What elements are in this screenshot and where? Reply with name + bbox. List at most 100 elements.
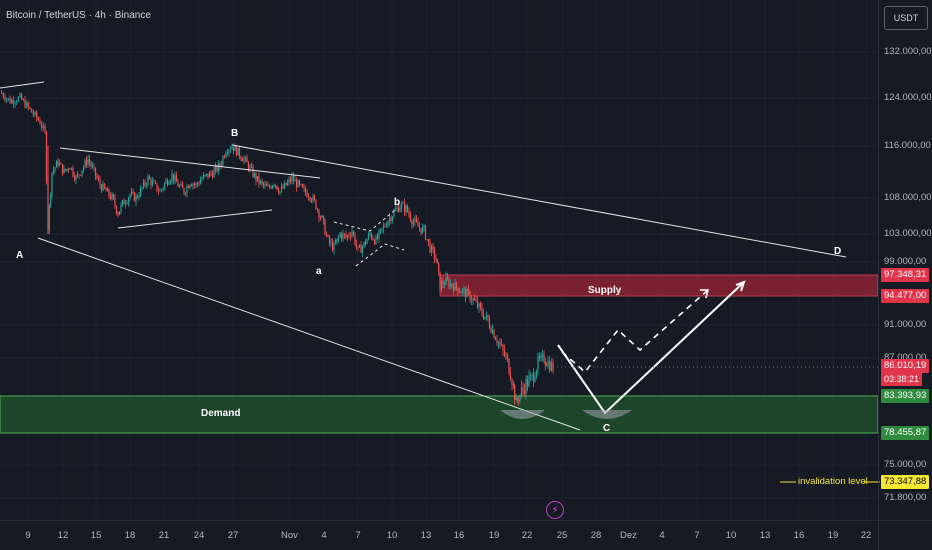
candle-body [442, 281, 444, 285]
candle-body [159, 190, 161, 192]
candle-body [337, 236, 340, 239]
candle-body [1, 92, 3, 94]
time-tick-label: 18 [124, 530, 136, 541]
candle-body [34, 112, 36, 115]
candle-body [76, 174, 79, 177]
candle-body [538, 356, 541, 359]
candle-body [249, 166, 251, 170]
candle-body [391, 216, 394, 221]
time-tick-label: 25 [556, 530, 568, 541]
candle-body [150, 179, 152, 186]
candle-body [393, 210, 395, 217]
time-tick-label: 19 [488, 530, 500, 541]
candle-body [105, 188, 107, 192]
candle-body [446, 276, 449, 280]
candle-body [202, 175, 205, 179]
candle-body [168, 183, 170, 185]
candle-body [2, 93, 4, 98]
candle-body [312, 195, 314, 201]
candle-body [283, 182, 286, 189]
candle-body [50, 193, 52, 206]
candle-body [258, 176, 260, 184]
candle-body [9, 98, 11, 104]
candle-body [488, 319, 491, 328]
candle-body [205, 173, 208, 175]
candle-body [343, 233, 346, 235]
candle-body [133, 192, 136, 202]
candle-body [348, 235, 350, 237]
candle-body [234, 145, 236, 151]
candle-body [528, 376, 530, 387]
candle-body [127, 197, 130, 203]
candle-body [466, 289, 468, 298]
price-tick-label: 116.000,00 [884, 140, 931, 151]
candle-body [115, 206, 118, 213]
candle-body [57, 161, 59, 166]
candle-body [259, 181, 262, 184]
candle-body [268, 185, 271, 187]
candle-body [90, 162, 92, 167]
price-tick-label: 99.000,00 [884, 256, 927, 267]
candle-body [429, 241, 431, 253]
candle-body [31, 108, 33, 113]
price-tick-label: 91.000,00 [884, 319, 927, 330]
candle-body [331, 241, 334, 251]
candle-body [87, 159, 89, 165]
wave-label-b: b [394, 197, 401, 208]
candle-body [481, 307, 483, 315]
candle-body [502, 344, 504, 351]
candle-body [106, 188, 109, 192]
candle-body [307, 196, 310, 198]
candle-body [84, 160, 86, 167]
lightning-icon[interactable]: ⚡ [546, 501, 564, 519]
candle-body [193, 184, 196, 185]
candle-body [130, 192, 133, 195]
candle-body [289, 179, 292, 182]
candle-body [402, 203, 404, 204]
candle-body [123, 200, 125, 205]
candle-body [508, 359, 510, 374]
candle-body [544, 361, 546, 365]
candle-body [4, 97, 6, 101]
candle-body [409, 214, 412, 221]
candle-body [301, 184, 304, 188]
candle-body [439, 271, 441, 289]
candle-body [433, 249, 436, 259]
candle-body [241, 159, 244, 162]
candle-body [58, 163, 61, 166]
candle-body [36, 112, 38, 119]
candle-body [496, 339, 498, 344]
ab-flag-dashed [333, 209, 405, 267]
candle-body [21, 94, 23, 100]
currency-button[interactable]: USDT [884, 6, 928, 30]
candle-body [85, 160, 88, 165]
candle-body [207, 173, 209, 178]
candle-body [543, 354, 545, 362]
candle-body [286, 182, 289, 186]
candle-body [518, 400, 520, 402]
candle-body [537, 356, 539, 371]
candle-body [445, 276, 447, 285]
candle-body [142, 181, 145, 188]
candle-body [29, 107, 31, 109]
price-tag: 97.348,31 [881, 268, 930, 282]
candle-body [464, 289, 467, 298]
candle-body [177, 181, 179, 187]
candle-body [497, 342, 500, 344]
triangle-upper-line [59, 147, 321, 179]
candle-body [482, 314, 485, 319]
candle-body [306, 192, 308, 197]
candle-body [476, 300, 479, 308]
candle-body [196, 183, 199, 185]
candle-body [540, 355, 542, 359]
candle-body [478, 303, 480, 308]
wave-label-A: A [16, 250, 24, 261]
candle-body [99, 179, 101, 186]
candle-body [399, 207, 401, 212]
candle-body [232, 146, 235, 151]
price-tick-label: 87.000,00 [884, 352, 927, 363]
wave-label-B: B [231, 128, 239, 139]
candle-body [190, 184, 193, 187]
candle-body [253, 173, 256, 177]
